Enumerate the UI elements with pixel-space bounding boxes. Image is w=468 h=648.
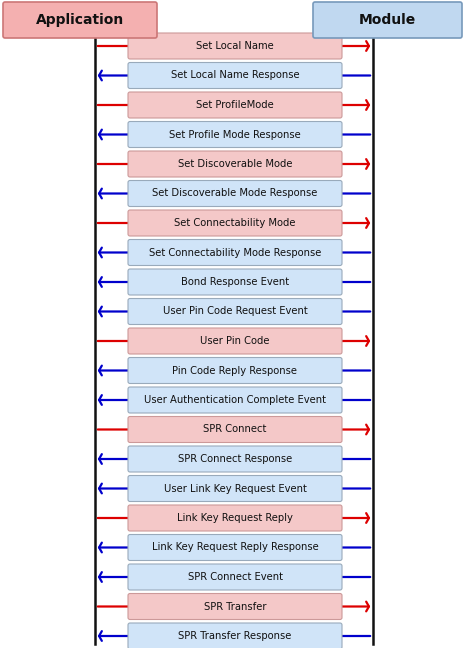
FancyBboxPatch shape: [128, 122, 342, 148]
Text: Set ProfileMode: Set ProfileMode: [196, 100, 274, 110]
Text: Set Local Name Response: Set Local Name Response: [171, 71, 300, 80]
Text: Set Discoverable Mode: Set Discoverable Mode: [178, 159, 292, 169]
Text: Bond Response Event: Bond Response Event: [181, 277, 289, 287]
FancyBboxPatch shape: [128, 358, 342, 384]
FancyBboxPatch shape: [128, 62, 342, 89]
FancyBboxPatch shape: [128, 240, 342, 266]
FancyBboxPatch shape: [128, 92, 342, 118]
FancyBboxPatch shape: [128, 181, 342, 207]
FancyBboxPatch shape: [128, 446, 342, 472]
FancyBboxPatch shape: [128, 33, 342, 59]
Text: User Pin Code Request Event: User Pin Code Request Event: [162, 307, 307, 316]
Text: SPR Transfer: SPR Transfer: [204, 601, 266, 612]
Text: Set Profile Mode Response: Set Profile Mode Response: [169, 130, 301, 139]
Text: Module: Module: [359, 13, 416, 27]
Text: User Link Key Request Event: User Link Key Request Event: [163, 483, 307, 494]
FancyBboxPatch shape: [128, 387, 342, 413]
FancyBboxPatch shape: [128, 417, 342, 443]
Text: Link Key Request Reply: Link Key Request Reply: [177, 513, 293, 523]
Text: SPR Transfer Response: SPR Transfer Response: [178, 631, 292, 641]
Text: SPR Connect: SPR Connect: [203, 424, 267, 435]
Text: User Authentication Complete Event: User Authentication Complete Event: [144, 395, 326, 405]
Text: Set Connectability Mode Response: Set Connectability Mode Response: [149, 248, 321, 257]
Text: Pin Code Reply Response: Pin Code Reply Response: [173, 365, 298, 375]
FancyBboxPatch shape: [128, 210, 342, 236]
Text: Set Connectability Mode: Set Connectability Mode: [174, 218, 296, 228]
FancyBboxPatch shape: [128, 476, 342, 502]
Text: User Pin Code: User Pin Code: [200, 336, 270, 346]
FancyBboxPatch shape: [128, 151, 342, 177]
FancyBboxPatch shape: [128, 535, 342, 561]
FancyBboxPatch shape: [313, 2, 462, 38]
FancyBboxPatch shape: [128, 564, 342, 590]
Text: Application: Application: [36, 13, 124, 27]
FancyBboxPatch shape: [3, 2, 157, 38]
FancyBboxPatch shape: [128, 328, 342, 354]
FancyBboxPatch shape: [128, 594, 342, 619]
FancyBboxPatch shape: [128, 623, 342, 648]
Text: Link Key Request Reply Response: Link Key Request Reply Response: [152, 542, 318, 553]
Text: SPR Connect Response: SPR Connect Response: [178, 454, 292, 464]
FancyBboxPatch shape: [128, 505, 342, 531]
Text: Set Local Name: Set Local Name: [196, 41, 274, 51]
FancyBboxPatch shape: [128, 269, 342, 295]
FancyBboxPatch shape: [128, 299, 342, 325]
Text: Set Discoverable Mode Response: Set Discoverable Mode Response: [152, 189, 318, 198]
Text: SPR Connect Event: SPR Connect Event: [188, 572, 283, 582]
